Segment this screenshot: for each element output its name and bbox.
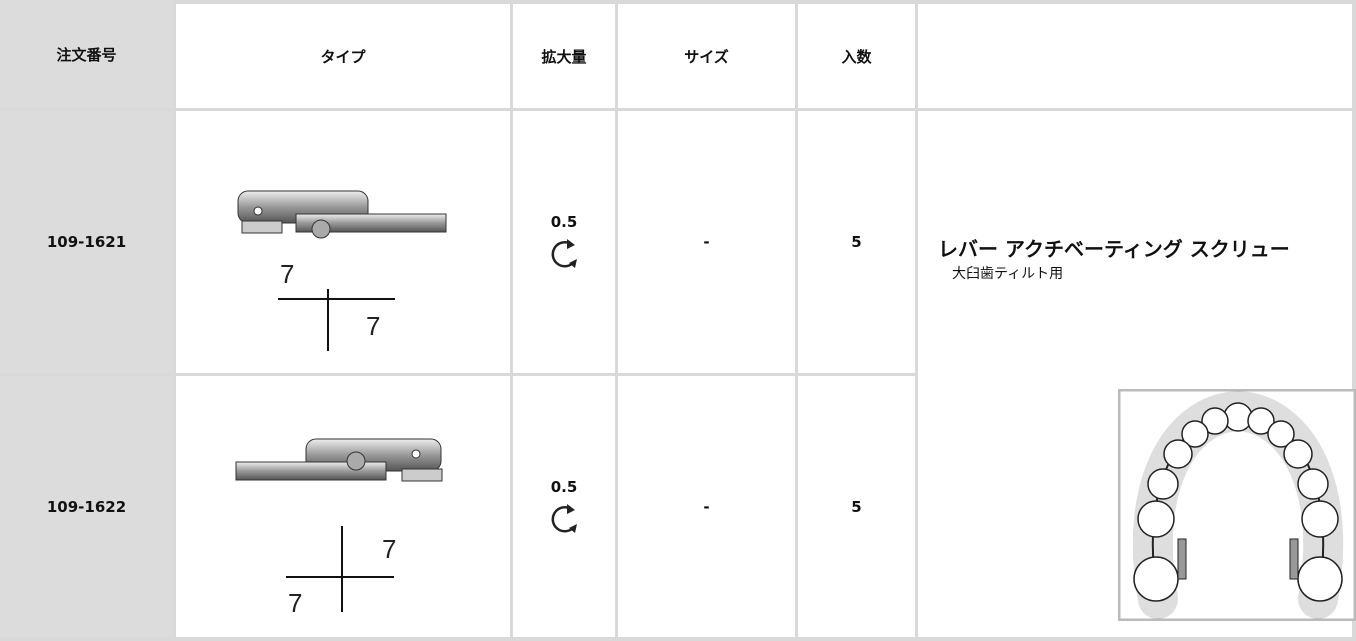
- header-text: 拡大量: [541, 47, 587, 66]
- header-text: サイズ: [684, 47, 729, 66]
- description-cell: レバー アクチベーティング スクリュー 大臼歯ティルト用: [918, 111, 1356, 637]
- quantity: 5: [851, 233, 862, 251]
- screw-image: [235, 438, 443, 482]
- expansion-cell: 0.5: [513, 376, 615, 637]
- rotation-icon: [551, 503, 577, 533]
- type-cell: 7 7: [176, 111, 510, 373]
- description-title: レバー アクチベーティング スクリュー: [938, 237, 1290, 261]
- header-cell: [918, 4, 1352, 108]
- order-no: 109-1622: [46, 497, 127, 516]
- quantity-cell: 5: [798, 111, 915, 373]
- tooth-number: 7: [288, 588, 303, 618]
- order-cell: 109-1622: [0, 376, 173, 637]
- header-cell: タイプ: [176, 4, 510, 108]
- size: -: [703, 233, 710, 251]
- arch-image: [1118, 389, 1356, 621]
- description-subtitle: 大臼歯ティルト用: [952, 266, 1064, 282]
- header-cell: 拡大量: [513, 4, 615, 108]
- order-cell: 109-1621: [0, 111, 173, 373]
- size-cell: -: [618, 111, 795, 373]
- quantity-cell: 5: [798, 376, 915, 637]
- header-cell: 注文番号: [0, 0, 173, 108]
- quantity: 5: [851, 497, 862, 516]
- header-text: 入数: [841, 47, 872, 66]
- size: -: [703, 497, 710, 516]
- order-no: 109-1621: [46, 233, 127, 251]
- type-cell: 7 7: [176, 376, 510, 637]
- rotation-icon: [551, 239, 577, 268]
- tooth-number: 7: [280, 259, 295, 289]
- header-text: 注文番号: [56, 45, 117, 64]
- header-text: タイプ: [320, 47, 366, 66]
- screw-image: [237, 190, 447, 239]
- expansion: 0.5: [550, 477, 578, 496]
- expansion-cell: 0.5: [513, 111, 615, 373]
- tooth-number: 7: [382, 534, 397, 564]
- size-cell: -: [618, 376, 795, 637]
- expansion: 0.5: [550, 213, 578, 231]
- header-cell: 入数: [798, 4, 915, 108]
- header-cell: サイズ: [618, 4, 795, 108]
- tooth-number: 7: [366, 311, 381, 341]
